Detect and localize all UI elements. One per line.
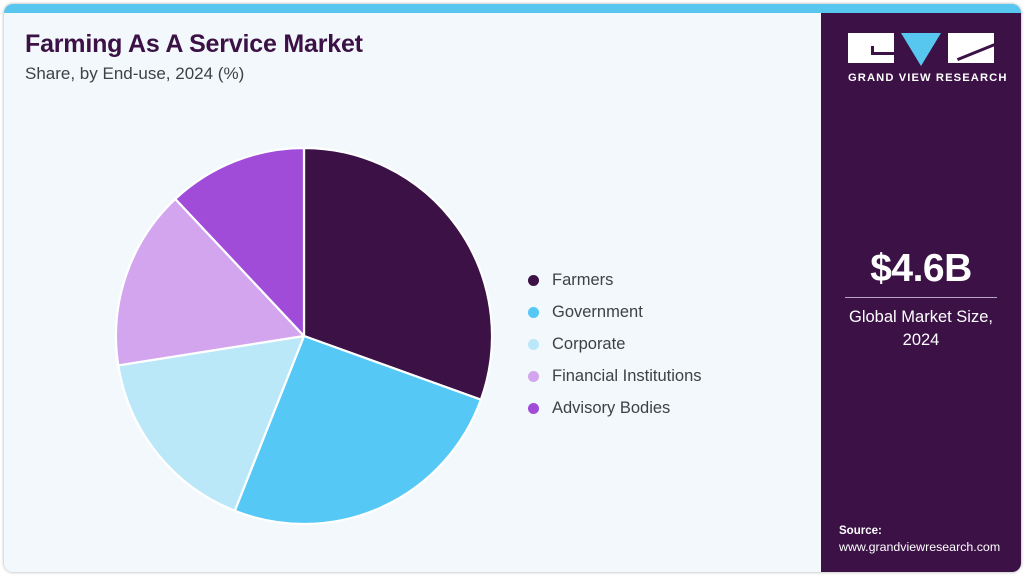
pie-slice[interactable] [174,146,306,338]
legend-item-label: Advisory Bodies [552,398,671,417]
legend-color-swatch [528,370,539,382]
legend-item-label: Government [552,302,643,321]
accent-top-bar [4,4,1021,13]
logo-wordmark: GRAND VIEW RESEARCH [848,72,1008,84]
legend-item[interactable]: Government [528,296,702,328]
legend-color-swatch [528,402,539,414]
chart-panel: Farming As A Service Market Share, by En… [4,13,821,572]
page-title: Farming As A Service Market [25,30,363,58]
market-size-divider [845,297,997,298]
source-url[interactable]: www.grandviewresearch.com [839,540,1001,554]
logo-g-icon [848,33,894,63]
pie-chart-svg [114,146,494,526]
page-subtitle: Share, by End-use, 2024 (%) [25,64,245,83]
market-size-block: $4.6B Global Market Size, 2024 [833,247,1009,352]
source-label: Source: [839,525,882,537]
pie-slice[interactable] [233,334,482,526]
pie-slice-group [114,146,494,526]
legend-item[interactable]: Farmers [528,264,702,296]
pie-chart [112,144,496,528]
legend-item-label: Farmers [552,270,614,289]
legend-item-label: Corporate [552,334,626,353]
legend-item-label: Financial Institutions [552,366,702,385]
legend-color-swatch [528,274,539,286]
chart-legend: Farmers Government Corporate Financial I… [528,264,702,424]
logo-r-icon [948,33,994,63]
logo-v-triangle-icon [901,33,941,66]
pie-slice[interactable] [114,197,306,367]
logo-mark-group [848,33,994,66]
pie-slice[interactable] [117,334,306,512]
grand-view-research-logo: GRAND VIEW RESEARCH [848,33,1008,84]
market-size-caption: Global Market Size, 2024 [849,308,993,349]
brand-sidebar: GRAND VIEW RESEARCH $4.6B Global Market … [821,13,1021,572]
pie-slice[interactable] [302,146,494,401]
legend-color-swatch [528,306,539,318]
legend-item[interactable]: Advisory Bodies [528,392,702,424]
infographic-card: Farming As A Service Market Share, by En… [4,4,1021,572]
legend-color-swatch [528,338,539,350]
market-size-value: $4.6B [870,247,972,290]
source-block: Source: www.grandviewresearch.com [839,523,1021,556]
legend-item[interactable]: Corporate [528,328,702,360]
legend-item[interactable]: Financial Institutions [528,360,702,392]
